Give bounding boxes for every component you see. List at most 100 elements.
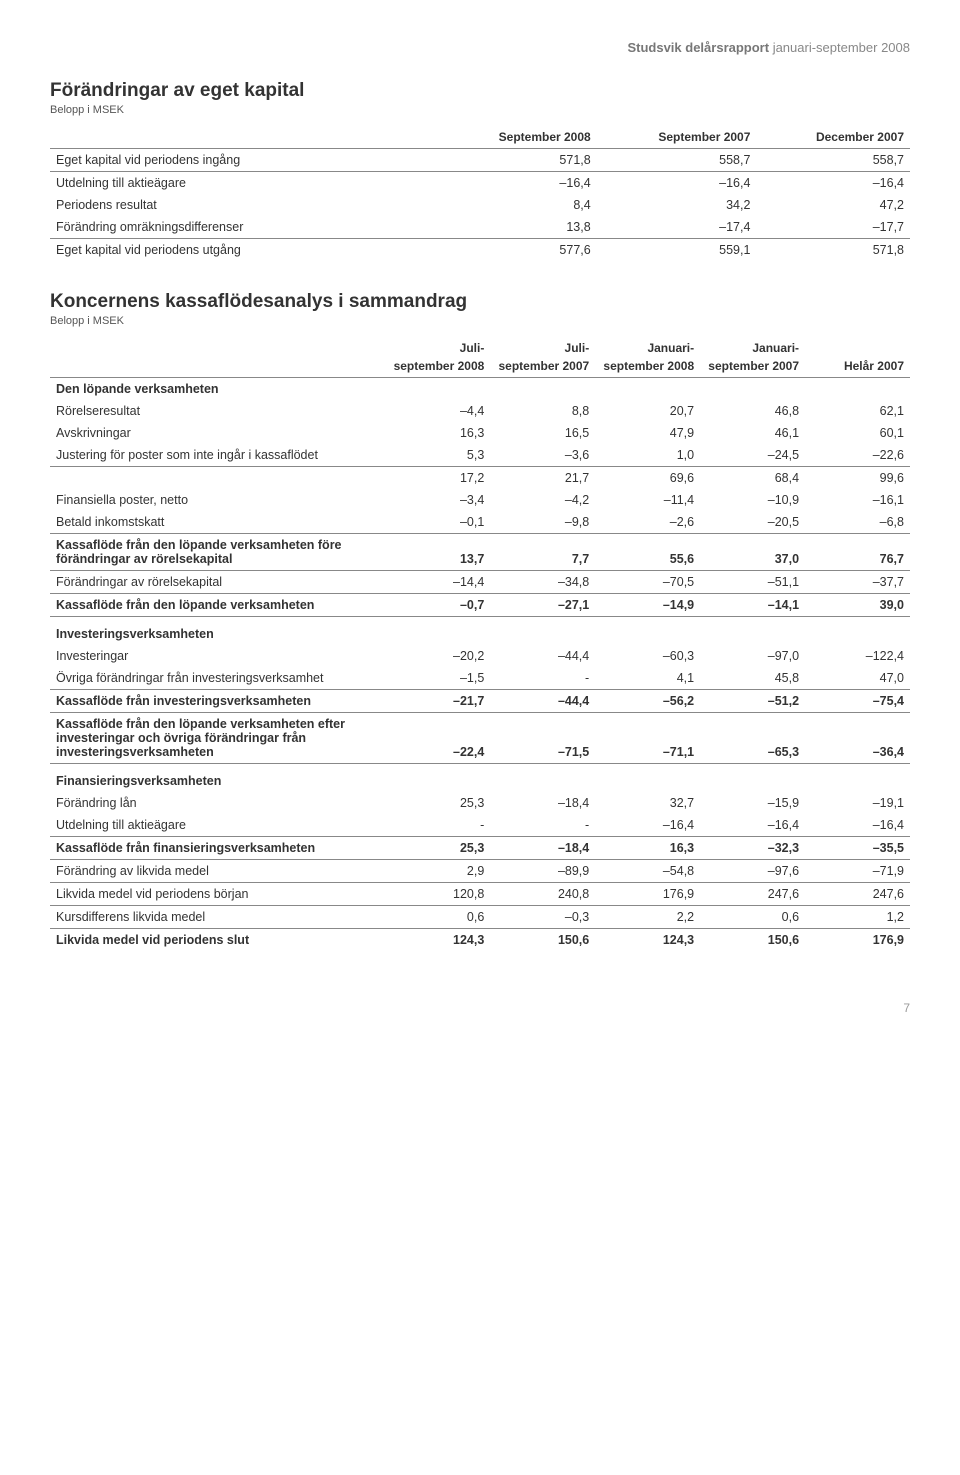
cell-value: 69,6 [595, 467, 700, 490]
row-label: Utdelning till aktieägare [50, 172, 437, 195]
cell-value: –15,9 [700, 792, 805, 814]
cell-value: 558,7 [756, 149, 910, 172]
cell-value: 247,6 [805, 883, 910, 906]
cell-value: 37,0 [700, 534, 805, 571]
cell-value: –16,4 [805, 814, 910, 837]
cell-value: 55,6 [595, 534, 700, 571]
cell-value: –16,4 [597, 172, 757, 195]
table-row: Kassaflöde från den löpande verksamheten… [50, 594, 910, 617]
cell-value: –71,1 [595, 713, 700, 764]
cell-value [490, 617, 595, 646]
table1-title: Förändringar av eget kapital [50, 80, 910, 102]
cell-value: –54,8 [595, 860, 700, 883]
column-header-top: Januari- [700, 337, 805, 355]
cell-value: –9,8 [490, 511, 595, 534]
cell-value: –70,5 [595, 571, 700, 594]
column-header: September 2008 [437, 126, 597, 149]
row-label: Kassaflöde från den löpande verksamheten [50, 594, 385, 617]
cell-value: –60,3 [595, 645, 700, 667]
cell-value: 2,9 [385, 860, 490, 883]
table-row: Periodens resultat8,434,247,2 [50, 194, 910, 216]
column-header-bot [50, 355, 385, 378]
table-row: Eget kapital vid periodens utgång577,655… [50, 239, 910, 262]
cell-value: –6,8 [805, 511, 910, 534]
cashflow-table: Juli-Juli-Januari-Januari- september 200… [50, 337, 910, 951]
cell-value: 0,6 [700, 906, 805, 929]
cell-value: –14,4 [385, 571, 490, 594]
cell-value: –22,4 [385, 713, 490, 764]
cell-value [805, 764, 910, 793]
cell-value: 559,1 [597, 239, 757, 262]
cell-value: 150,6 [700, 929, 805, 952]
table-row: Kassaflöde från finansieringsverksamhete… [50, 837, 910, 860]
cell-value [595, 617, 700, 646]
cell-value: –4,2 [490, 489, 595, 511]
row-label: Förändring lån [50, 792, 385, 814]
cell-value: 571,8 [756, 239, 910, 262]
cell-value: 8,8 [490, 400, 595, 422]
cell-value [385, 378, 490, 401]
cell-value: 124,3 [595, 929, 700, 952]
cell-value: 16,5 [490, 422, 595, 444]
cell-value: –4,4 [385, 400, 490, 422]
row-label: Förändring av likvida medel [50, 860, 385, 883]
cell-value: 1,2 [805, 906, 910, 929]
cell-value: –2,6 [595, 511, 700, 534]
cell-value: 8,4 [437, 194, 597, 216]
cell-value: –16,1 [805, 489, 910, 511]
cell-value: –0,1 [385, 511, 490, 534]
row-label: Förändring omräkningsdifferenser [50, 216, 437, 239]
cell-value: –51,2 [700, 690, 805, 713]
row-label: Förändringar av rörelsekapital [50, 571, 385, 594]
cell-value: 4,1 [595, 667, 700, 690]
cell-value: –14,1 [700, 594, 805, 617]
table-row: Förändring av likvida medel2,9–89,9–54,8… [50, 860, 910, 883]
cell-value [595, 764, 700, 793]
cell-value: –32,3 [700, 837, 805, 860]
cell-value: 558,7 [597, 149, 757, 172]
table-row: Kassaflöde från investeringsverksamheten… [50, 690, 910, 713]
cell-value: 34,2 [597, 194, 757, 216]
row-label: Övriga förändringar från investeringsver… [50, 667, 385, 690]
table-row: Övriga förändringar från investeringsver… [50, 667, 910, 690]
cell-value: –18,4 [490, 837, 595, 860]
cell-value: –3,6 [490, 444, 595, 467]
cell-value: 176,9 [595, 883, 700, 906]
cell-value: - [490, 814, 595, 837]
cell-value: –65,3 [700, 713, 805, 764]
cell-value: –36,4 [805, 713, 910, 764]
cell-value: –14,9 [595, 594, 700, 617]
cell-value: –122,4 [805, 645, 910, 667]
table-row: Kassaflöde från den löpande verksamheten… [50, 713, 910, 764]
cell-value: –34,8 [490, 571, 595, 594]
table-row: Förändringar av rörelsekapital–14,4–34,8… [50, 571, 910, 594]
row-label: Avskrivningar [50, 422, 385, 444]
column-header-bot: Helår 2007 [805, 355, 910, 378]
cell-value: 76,7 [805, 534, 910, 571]
column-header-top: Juli- [385, 337, 490, 355]
cell-value: –21,7 [385, 690, 490, 713]
row-label [50, 467, 385, 490]
row-label: Kursdifferens likvida medel [50, 906, 385, 929]
cell-value: 47,9 [595, 422, 700, 444]
table2-sub: Belopp i MSEK [50, 315, 910, 327]
cell-value: –1,5 [385, 667, 490, 690]
cell-value: 124,3 [385, 929, 490, 952]
table-row: Finansieringsverksamheten [50, 764, 910, 793]
row-label: Den löpande verksamheten [50, 378, 385, 401]
column-header-top [50, 337, 385, 355]
column-header-top: Januari- [595, 337, 700, 355]
row-label: Eget kapital vid periodens ingång [50, 149, 437, 172]
column-header: September 2007 [597, 126, 757, 149]
cell-value: –35,5 [805, 837, 910, 860]
cell-value: 99,6 [805, 467, 910, 490]
cell-value: –0,3 [490, 906, 595, 929]
cell-value: 46,1 [700, 422, 805, 444]
cell-value: –11,4 [595, 489, 700, 511]
column-header-bot: september 2007 [700, 355, 805, 378]
table-row: Utdelning till aktieägare–16,4–16,4–16,4 [50, 172, 910, 195]
cell-value: 45,8 [700, 667, 805, 690]
cell-value: 577,6 [437, 239, 597, 262]
cell-value: 39,0 [805, 594, 910, 617]
equity-changes-table: September 2008September 2007December 200… [50, 126, 910, 261]
